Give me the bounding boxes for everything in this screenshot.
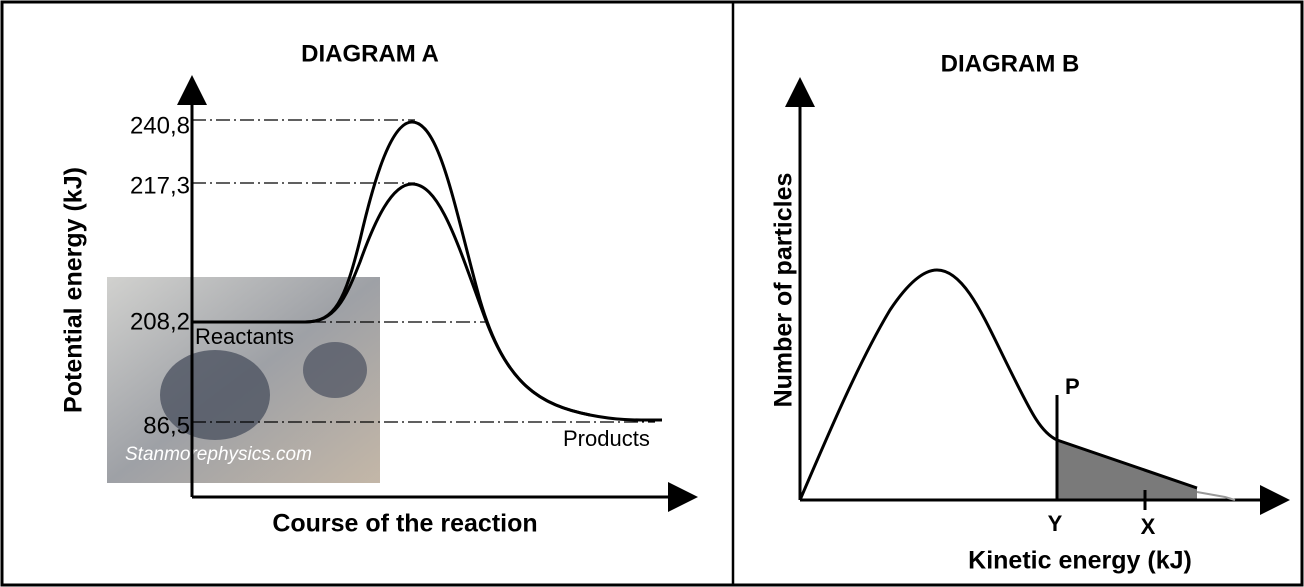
title: DIAGRAM A [301,40,439,67]
distribution-curve [798,268,1198,501]
y-mark-label: Y [1048,511,1063,536]
p-label: P [1065,374,1080,399]
level-label: 86,5 [143,412,190,439]
x-label: Course of the reaction [272,510,537,538]
y-label: Potential energy (kJ) [60,167,88,413]
catalysed-curve [304,182,591,417]
tail [1196,491,1236,501]
level-label: 208,2 [130,308,190,335]
x-label: Kinetic energy (kJ) [968,547,1192,575]
reactants-label: Reactants [195,324,294,349]
level-label: 240,8 [130,112,190,139]
level-label: 217,3 [130,172,190,199]
pot [160,350,270,440]
watermark: Stanmorephysics.com [125,444,312,465]
shaded-area [1057,440,1197,500]
y-label: Number of particles [770,173,798,408]
products-label: Products [563,426,650,451]
x-mark-label: X [1141,514,1156,539]
title: DIAGRAM B [941,50,1080,77]
pot [303,342,367,398]
